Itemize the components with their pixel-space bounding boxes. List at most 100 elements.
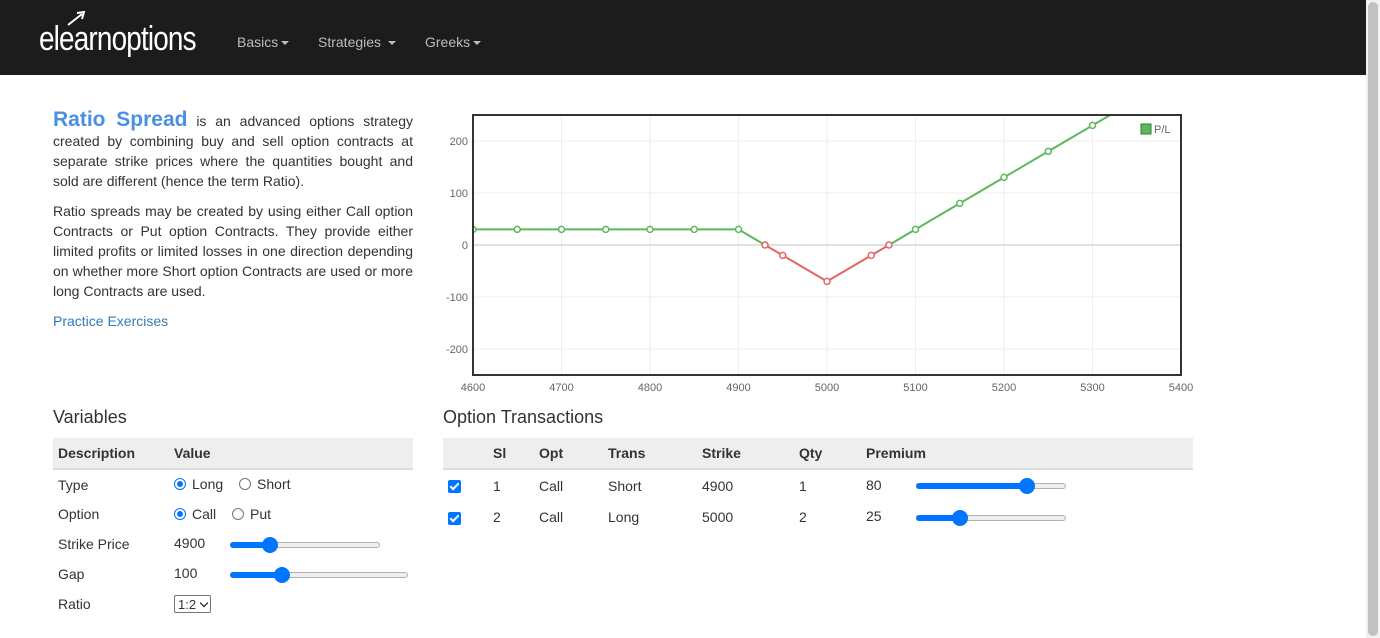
radio-selected-icon[interactable] [174,507,186,520]
row-qty: 2 [799,509,807,525]
variables-title: Variables [53,407,127,427]
data-point [513,225,521,234]
x-tick-label: 5100 [903,382,927,394]
series-line-segment [737,228,766,246]
nav-basics-label: Basics [237,34,279,50]
col-sl: Sl [488,438,534,470]
col-opt: Opt [534,438,603,470]
row-trans: Short [608,477,642,494]
row-1-checkbox[interactable] [448,480,461,494]
data-point [956,199,964,208]
table-row: Ratio 1:2 [53,589,413,619]
option-call-label: Call [192,505,217,522]
nav-basics[interactable]: Basics [237,34,290,50]
strategy-title: Ratio Spread [53,108,188,131]
data-point [1088,121,1097,130]
x-tick-label: 4700 [549,382,573,394]
premium-slider[interactable] [916,509,1066,526]
intro-paragraph-1: Ratio Spread is an advanced options stra… [53,108,414,191]
row-sl: 1 [493,477,501,494]
ratio-select[interactable]: 1:2 [174,595,212,613]
navbar: elearnoptions Basics Strategies Greeks [0,0,1366,75]
series-line-segment [914,202,961,231]
slider-thumb[interactable] [1019,478,1035,495]
plot-border [472,114,1182,376]
data-point [779,251,787,260]
type-short-label: Short [257,476,291,492]
row-2-checkbox[interactable] [448,511,461,525]
type-long-label: Long [192,476,224,492]
data-point [823,277,831,286]
data-point [690,225,698,234]
row-opt: Call [539,509,564,525]
option-label: Option [58,506,100,522]
data-point [734,225,743,234]
option-transactions-title: Option Transactions [443,407,604,427]
y-tick-label: 100 [450,188,468,200]
slider-thumb[interactable] [952,509,968,526]
legend-label: P/L [1154,124,1171,136]
page-scrollbar[interactable] [1366,0,1380,638]
col-trans: Trans [603,438,697,470]
scrollbar-thumb[interactable] [1368,2,1378,636]
data-point [557,225,566,234]
table-row: Type Long Short [53,469,413,499]
nav-greeks-label: Greeks [425,34,471,50]
slider-thumb[interactable] [274,566,290,583]
option-put-radio[interactable]: Put [232,506,271,522]
data-point [867,251,875,260]
table-row: Gap 100 [53,559,413,589]
radio-unselected-icon[interactable] [232,507,245,520]
data-point [911,225,920,234]
series-line-segment [1091,115,1113,127]
radio-unselected-icon[interactable] [239,478,252,490]
slider-thumb[interactable] [262,536,278,553]
data-point [885,241,893,249]
table-row: 1 Call Short 4900 1 80 [443,469,1193,501]
x-tick-label: 5200 [992,382,1016,394]
series-line-segment [1003,150,1049,179]
nav-greeks[interactable]: Greeks [425,34,482,50]
caret-down-icon [473,41,482,46]
strike-price-slider[interactable] [230,536,380,553]
type-short-radio[interactable]: Short [239,476,291,492]
type-long-radio[interactable]: Long [174,476,223,492]
premium-slider[interactable] [916,478,1066,495]
intro-text: Ratio Spread is an advanced options stra… [53,108,414,331]
col-description: Description [53,438,169,470]
intro-paragraph-1-text: is an advanced options strategy created … [53,113,414,189]
x-tick-label: 4600 [461,382,485,394]
practice-exercises-link[interactable]: Practice Exercises [53,313,169,329]
type-label: Type [58,476,89,493]
col-strike: Strike [697,438,794,470]
brand-logo[interactable]: elearnoptions [39,20,197,58]
caret-down-icon [281,41,290,46]
logo-arrow-icon [67,11,86,26]
x-tick-label: 4900 [726,382,750,394]
data-point [646,225,654,234]
ratio-select-value: 1:2 [178,596,197,612]
series-line-segment [1047,124,1094,153]
legend-swatch [1140,123,1152,135]
nav-strategies[interactable]: Strategies [318,34,396,50]
row-strike: 5000 [702,509,734,525]
row-strike: 4900 [702,477,734,494]
table-row: Strike Price 4900 [53,529,413,559]
data-point [1000,173,1008,182]
pl-series [473,115,1113,286]
row-sl: 2 [493,509,501,525]
data-point [761,241,769,249]
variables-table: Description Value Type Long Short Option… [53,438,413,619]
gap-slider[interactable] [230,566,408,583]
data-point [602,225,610,234]
x-tick-label: 5400 [1169,382,1193,394]
ratio-label: Ratio [58,596,91,612]
option-transactions-table: Sl Opt Trans Strike Qty Premium 1 Call S… [443,438,1193,533]
row-premium: 80 [866,476,882,493]
caret-down-icon [387,41,396,46]
radio-selected-icon[interactable] [174,478,186,490]
strike-price-label: Strike Price [58,536,130,552]
option-put-label: Put [250,505,272,522]
row-opt: Call [539,477,564,494]
option-call-radio[interactable]: Call [174,506,216,522]
